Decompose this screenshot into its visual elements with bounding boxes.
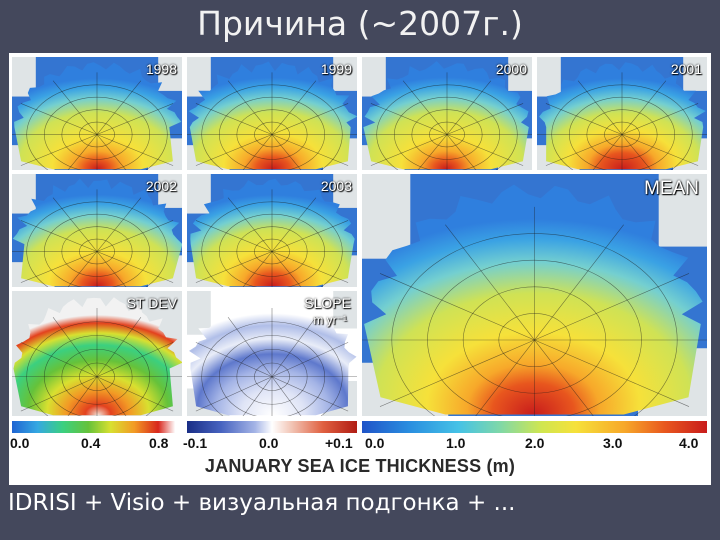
stdev-tick: 0.8 xyxy=(149,435,169,451)
thickness-tick: 2.0 xyxy=(525,435,545,451)
map-panel-2003: 2003 xyxy=(187,174,357,287)
panel-label-2001: 2001 xyxy=(670,61,702,77)
panel-label-1998: 1998 xyxy=(145,61,177,77)
thickness-tick: 4.0 xyxy=(679,435,699,451)
map-panel-2000: 2000 xyxy=(362,57,532,170)
polar-map-graphic xyxy=(12,57,182,170)
map-panel-2002: 2002 xyxy=(12,174,182,287)
thickness-tick: 3.0 xyxy=(603,435,623,451)
panel-label-stdev: ST DEV xyxy=(126,295,177,311)
polar-map-graphic xyxy=(12,291,182,416)
panel-label-2002: 2002 xyxy=(145,178,177,194)
polar-map-graphic xyxy=(362,174,707,416)
slope-color-scale xyxy=(187,421,357,433)
slope-tick: +0.1 xyxy=(325,435,353,451)
slide-footer-text: IDRISI + Visio + визуальная подгонка + .… xyxy=(8,490,516,516)
panel-label-1999: 1999 xyxy=(320,61,352,77)
map-panel-1999: 1999 xyxy=(187,57,357,170)
panel-label-2000: 2000 xyxy=(495,61,527,77)
polar-map-graphic xyxy=(187,291,357,416)
map-panel-stdev: ST DEV xyxy=(12,291,182,416)
slope-tick: -0.1 xyxy=(183,435,208,451)
stdev-tick: 0.0 xyxy=(10,435,30,451)
map-panel-mean: MEAN xyxy=(362,174,707,416)
map-panel-1998: 1998 xyxy=(12,57,182,170)
stdev-tick: 0.4 xyxy=(81,435,101,451)
figure-caption: JANUARY SEA ICE THICKNESS (m) xyxy=(204,456,516,476)
polar-map-graphic xyxy=(12,174,182,287)
panel-label-mean: MEAN xyxy=(644,178,699,199)
slide-title: Причина (~2007г.) xyxy=(197,4,523,43)
thickness-tick: 1.0 xyxy=(446,435,466,451)
polar-map-graphic xyxy=(187,174,357,287)
map-panel-slope: SLOPE m yr⁻¹ xyxy=(187,291,357,416)
polar-map-graphic xyxy=(537,57,707,170)
panel-label-slope: SLOPE xyxy=(304,295,351,311)
thickness-color-scale xyxy=(362,421,707,433)
stdev-color-scale xyxy=(12,421,182,433)
slope-tick: 0.0 xyxy=(259,435,279,451)
polar-map-graphic xyxy=(362,57,532,170)
panel-label-2003: 2003 xyxy=(320,178,352,194)
ice-thickness-figure: 1998 1999 2000 2001 2002 2003 ST DEV SLO… xyxy=(9,53,711,485)
panel-sublabel-slope: m yr⁻¹ xyxy=(313,313,347,327)
polar-map-graphic xyxy=(187,57,357,170)
thickness-tick: 0.0 xyxy=(365,435,385,451)
map-panel-2001: 2001 xyxy=(537,57,707,170)
